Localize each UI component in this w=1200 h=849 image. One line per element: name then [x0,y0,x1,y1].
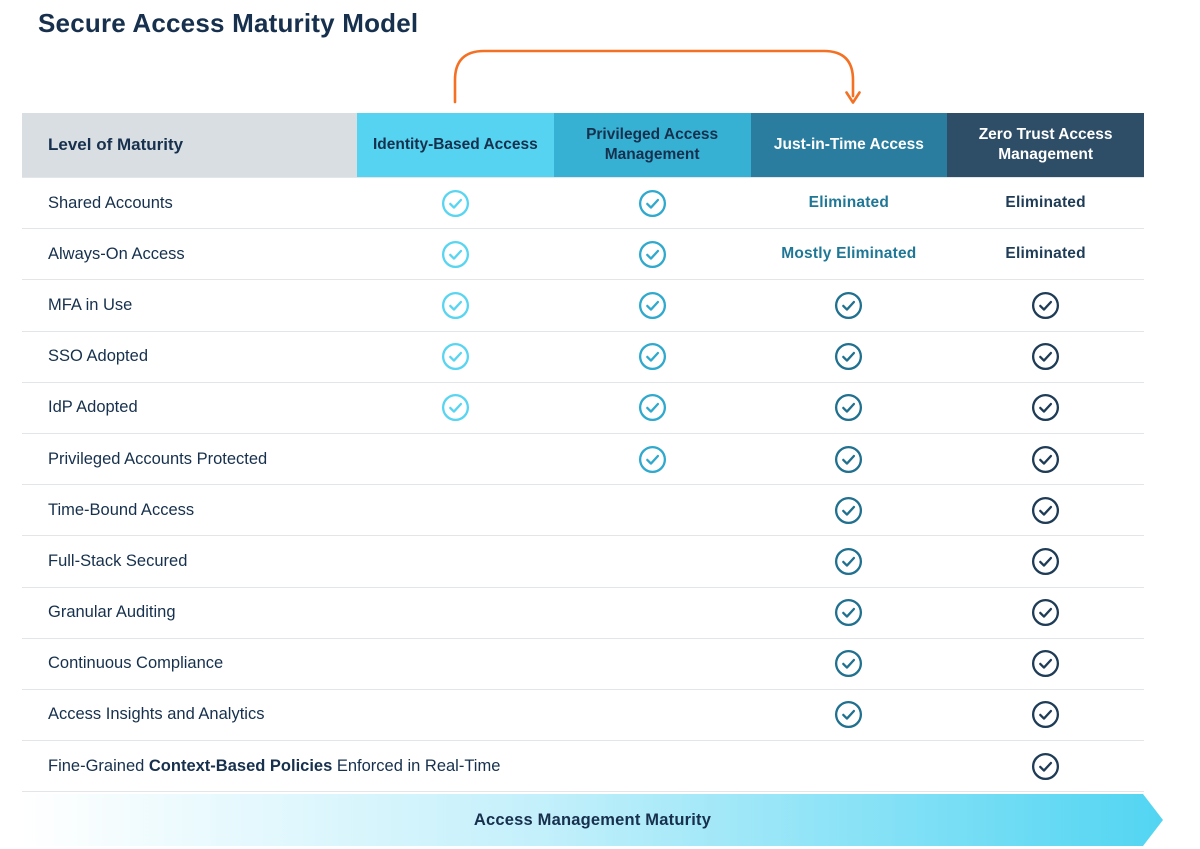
check-icon [751,547,948,576]
table-row: Shared Accounts Eliminated Eliminated [22,178,1144,230]
row-label: Time-Bound Access [48,500,195,519]
row-label: Shared Accounts [48,193,173,212]
status-text: Eliminated [1005,245,1086,263]
status-text: Eliminated [1005,194,1086,212]
status-text: Eliminated [808,194,890,212]
table-header-row: Level of Maturity Identity-Based Access P… [22,113,1144,177]
row-label: Fine-Grained Context-Based Policies Enfo… [48,756,501,775]
row-label: Continuous Compliance [48,654,224,673]
check-icon [554,240,751,269]
column-header: Privileged Access Management [553,113,751,177]
check-icon [947,445,1144,474]
check-icon [554,342,751,371]
table-row: Access Insights and Analytics [22,690,1144,742]
table-row: Continuous Compliance [22,639,1144,690]
row-label: MFA in Use [48,295,133,314]
check-icon [947,700,1144,729]
row-label: Full-Stack Secured [48,551,188,570]
check-icon [357,189,554,218]
check-icon [357,393,554,422]
column-header: Identity-Based Access [357,113,554,177]
table-row: Full-Stack Secured [22,536,1144,588]
table-body: Shared Accounts Eliminated Eliminated Alwa… [22,177,1144,793]
check-icon [947,393,1144,422]
check-icon [751,342,948,371]
page-title: Secure Access Maturity Model [38,8,419,38]
column-header: Zero Trust Access Management [947,113,1144,177]
row-label: SSO Adopted [48,347,148,366]
check-icon [357,342,554,371]
check-icon [554,189,751,218]
check-icon [947,547,1144,576]
check-icon [554,291,751,320]
check-icon [357,240,554,269]
check-icon [751,700,948,729]
check-icon [554,393,751,422]
row-label: Privileged Accounts Protected [48,449,268,468]
row-label: Granular Auditing [48,603,176,622]
table-row: Fine-Grained Context-Based Policies Enfo… [22,741,1144,793]
check-icon [751,649,948,678]
status-text: Mostly Eliminated [781,245,917,263]
table-row: Time-Bound Access [22,485,1144,537]
check-icon [751,496,948,525]
check-icon [751,291,948,320]
row-label: IdP Adopted [48,398,138,417]
check-icon [751,393,948,422]
check-icon [554,445,751,474]
check-icon [751,445,948,474]
column-header: Just-in-Time Access [750,113,948,177]
check-icon [947,496,1144,525]
check-icon [947,598,1144,627]
table-row: IdP Adopted [22,383,1144,434]
progression-arrow-icon [453,49,861,104]
table-row: Privileged Accounts Protected [22,434,1144,486]
maturity-table: Level of Maturity Identity-Based Access P… [22,113,1144,793]
check-icon [357,291,554,320]
row-label: Always-On Access [48,244,185,263]
check-icon [947,291,1144,320]
check-icon [947,342,1144,371]
table-row: SSO Adopted [22,332,1144,383]
table-row: Granular Auditing [22,588,1144,639]
check-icon [947,752,1144,781]
check-icon [751,598,948,627]
row-header-label: Level of Maturity [22,113,357,177]
banner-label: Access Management Maturity [473,810,712,829]
table-row: MFA in Use [22,280,1144,332]
check-icon [947,649,1144,678]
access-management-maturity-banner: Access Management Maturity [22,794,1163,846]
row-label: Access Insights and Analytics [48,705,265,724]
table-row: Always-On Access Mostly Eliminated Elimin… [22,229,1144,281]
